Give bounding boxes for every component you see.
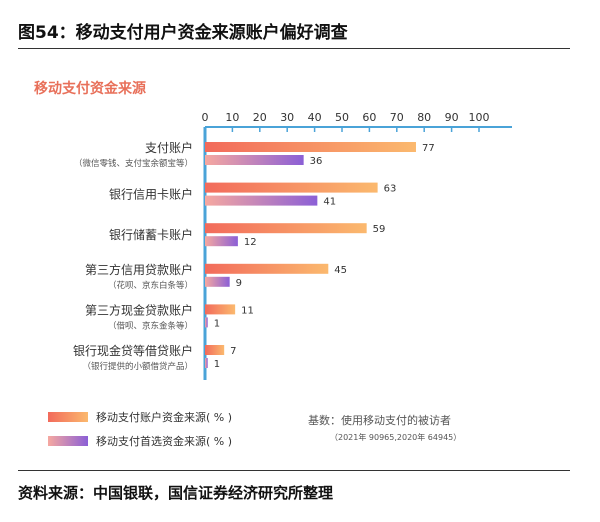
bottom-rule <box>18 470 570 471</box>
bar-series-1 <box>205 142 416 152</box>
bar-series-2 <box>205 276 230 287</box>
bar-series-1 <box>205 263 329 274</box>
x-tick-label: 50 <box>335 111 349 124</box>
bar-series-2 <box>205 236 238 247</box>
source-note: 资料来源：中国银联，国信证券经济研究所整理 <box>18 484 334 502</box>
x-tick-label: 40 <box>308 111 322 124</box>
bar-value-label: 36 <box>310 156 323 167</box>
category-sublabel: （微信零钱、支付宝余额宝等） <box>74 158 193 169</box>
bar-value-label: 41 <box>323 197 336 208</box>
category-sublabel: （银行提供的小额借贷产品） <box>82 361 193 372</box>
legend-label: 移动支付首选资金来源( % ) <box>96 434 232 448</box>
bar-series-2 <box>205 155 304 165</box>
category-label: 银行现金贷等借贷账户 <box>73 343 193 358</box>
bar-value-label: 11 <box>241 305 254 316</box>
bar-series-2 <box>205 195 318 206</box>
chart: 移动支付资金来源 0 10 20 30 40 50 60 70 80 90 100 77 36 63 41… <box>34 80 512 448</box>
x-tick-label: 100 <box>469 111 490 124</box>
x-tick-label: 90 <box>445 111 459 124</box>
bar-value-label: 77 <box>422 143 435 154</box>
x-tick-label: 10 <box>225 111 239 124</box>
category-labels: 支付账户 （微信零钱、支付宝余额宝等） 银行信用卡账户银行储蓄卡账户第三方信用贷款账… <box>73 140 193 372</box>
bar-series-2 <box>205 317 208 328</box>
chart-title: 移动支付资金来源 <box>34 80 146 97</box>
legend-label: 移动支付账户资金来源( % ) <box>96 410 232 424</box>
bar-series-1 <box>205 182 378 193</box>
legend-swatch <box>48 436 88 446</box>
legend: 移动支付账户资金来源( % ) 移动支付首选资金来源( % ) <box>48 410 232 448</box>
category-label: 第三方现金贷款账户 <box>85 302 193 317</box>
bar-value-label: 1 <box>214 318 220 329</box>
category-label: 银行信用卡账户 <box>109 187 193 202</box>
bar-value-label: 1 <box>214 359 220 370</box>
figure-title: 图54：移动支付用户资金来源账户偏好调查 <box>18 23 348 43</box>
category-sublabel: （借呗、京东金条等） <box>108 320 193 331</box>
x-tick-label: 70 <box>390 111 404 124</box>
bar-value-label: 7 <box>230 346 236 357</box>
bar-series-1 <box>205 223 367 234</box>
bar-value-label: 45 <box>334 265 347 276</box>
bar-series-1 <box>205 345 225 355</box>
x-tick-label: 80 <box>417 111 431 124</box>
bar-value-label: 12 <box>244 237 257 248</box>
x-tick-label: 30 <box>280 111 294 124</box>
x-tick-label: 60 <box>362 111 376 124</box>
bar-series-2 <box>205 358 208 368</box>
axis-layer: 0 10 20 30 40 50 60 70 80 90 100 <box>202 111 512 380</box>
category-label: 银行储蓄卡账户 <box>109 227 193 242</box>
category-label: 第三方信用贷款账户 <box>85 262 193 277</box>
basis-note: 基数：使用移动支付的被访者 <box>308 413 451 427</box>
category-sublabel: （花呗、京东白条等） <box>108 280 193 291</box>
legend-swatch <box>48 412 88 422</box>
bar-value-label: 59 <box>373 224 386 235</box>
basis-subnote: （2021年 90965,2020年 64945） <box>330 432 461 442</box>
x-tick-label: 0 <box>202 111 209 124</box>
category-label: 支付账户 <box>145 140 193 155</box>
bar-series-1 <box>205 304 236 315</box>
bar-value-label: 63 <box>384 184 397 195</box>
top-rule <box>18 48 570 49</box>
x-tick-label: 20 <box>253 111 267 124</box>
bar-value-label: 9 <box>236 278 242 289</box>
